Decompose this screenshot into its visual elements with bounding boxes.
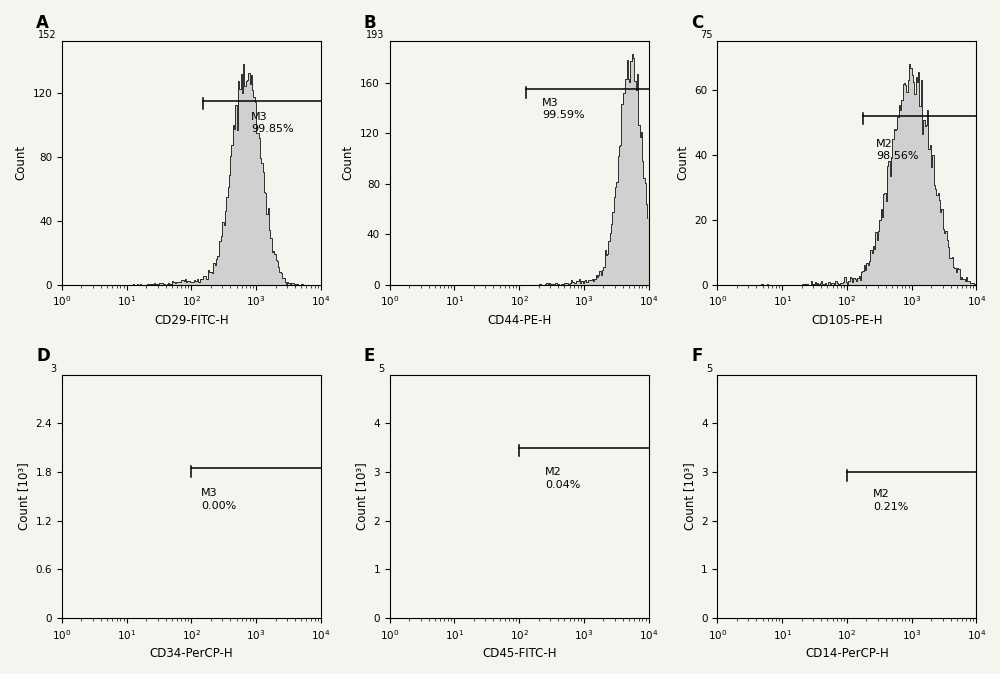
Text: B: B [364, 13, 376, 32]
Y-axis label: Count [10³]: Count [10³] [355, 462, 368, 530]
Text: E: E [364, 347, 375, 365]
Y-axis label: Count: Count [342, 146, 355, 181]
Text: M2
0.21%: M2 0.21% [873, 489, 908, 512]
Text: M2
98.56%: M2 98.56% [876, 139, 919, 161]
Y-axis label: Count: Count [676, 146, 689, 181]
Text: F: F [692, 347, 703, 365]
Y-axis label: Count [10³]: Count [10³] [683, 462, 696, 530]
X-axis label: CD34-PerCP-H: CD34-PerCP-H [150, 647, 233, 660]
X-axis label: CD29-FITC-H: CD29-FITC-H [154, 313, 229, 327]
Y-axis label: Count: Count [14, 146, 27, 181]
X-axis label: CD14-PerCP-H: CD14-PerCP-H [805, 647, 889, 660]
Text: M3
99.85%: M3 99.85% [251, 112, 294, 134]
X-axis label: CD44-PE-H: CD44-PE-H [487, 313, 551, 327]
Text: 152: 152 [38, 30, 57, 40]
X-axis label: CD45-FITC-H: CD45-FITC-H [482, 647, 556, 660]
Text: M3
99.59%: M3 99.59% [542, 98, 584, 121]
Text: D: D [36, 347, 50, 365]
Y-axis label: Count [10³]: Count [10³] [17, 462, 30, 530]
Text: 5: 5 [378, 364, 385, 373]
Text: M2
0.04%: M2 0.04% [545, 467, 580, 490]
X-axis label: CD105-PE-H: CD105-PE-H [811, 313, 883, 327]
Text: M3
0.00%: M3 0.00% [201, 489, 236, 511]
Text: 5: 5 [706, 364, 712, 373]
Text: 75: 75 [700, 30, 712, 40]
Text: C: C [692, 13, 704, 32]
Text: A: A [36, 13, 49, 32]
Text: 193: 193 [366, 30, 385, 40]
Text: 3: 3 [51, 364, 57, 373]
